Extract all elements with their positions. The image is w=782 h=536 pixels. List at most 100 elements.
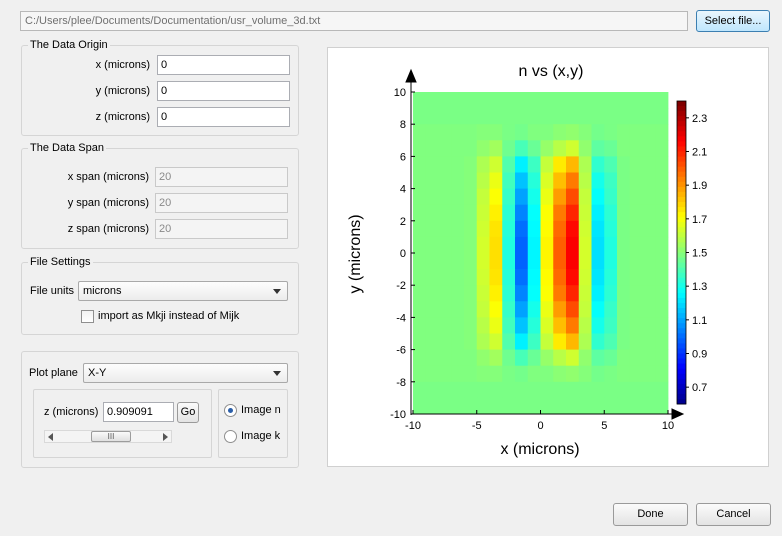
heatmap-cell: [655, 285, 669, 302]
heatmap-cell: [502, 301, 516, 318]
origin-z-input[interactable]: 0: [157, 107, 290, 127]
heatmap-cell: [617, 220, 631, 238]
heatmap-cell: [591, 333, 605, 350]
heatmap-cell: [591, 365, 605, 383]
heatmap-cell: [464, 236, 478, 254]
heatmap-cell: [489, 92, 503, 109]
colorbar-segment: [677, 106, 686, 112]
colorbar-segment: [677, 146, 686, 152]
heatmap-cell: [489, 220, 503, 238]
heatmap-cell: [464, 317, 478, 334]
import-mkji-label[interactable]: import as Mkji instead of Mijk: [98, 310, 240, 322]
heatmap-cell: [451, 188, 465, 206]
image-k-radio[interactable]: [224, 430, 237, 443]
heatmap-cell: [413, 381, 427, 399]
image-k-label[interactable]: Image k: [241, 430, 281, 442]
heatmap-cell: [451, 285, 465, 302]
y-tick-label: 4: [400, 184, 406, 196]
heatmap-cell: [527, 317, 541, 334]
heatmap-cell: [604, 188, 618, 206]
file-units-select[interactable]: microns: [78, 281, 288, 301]
colorbar-segment: [677, 308, 686, 314]
heatmap-cell: [489, 301, 503, 318]
span-x-input: 20: [155, 167, 288, 187]
heatmap-cell: [540, 188, 554, 206]
data-span-title: The Data Span: [28, 142, 106, 155]
heatmap-cell: [553, 285, 567, 302]
file-units-value: microns: [83, 285, 122, 297]
heatmap-cell: [617, 92, 631, 109]
heatmap-cell: [591, 92, 605, 109]
heatmap-cell: [451, 220, 465, 238]
heatmap-cell: [476, 365, 490, 383]
heatmap-cell: [553, 220, 567, 238]
heatmap-cell: [566, 301, 580, 318]
triangle-right-icon[interactable]: [163, 433, 168, 441]
heatmap-cell: [629, 220, 643, 238]
colorbar-segment: [677, 166, 686, 173]
heatmap-cell: [642, 365, 656, 383]
colorbar-segment: [677, 303, 686, 309]
heatmap-cell: [515, 285, 529, 302]
heatmap-cell: [438, 156, 452, 173]
heatmap-cell: [515, 397, 529, 415]
heatmap-cell: [617, 349, 631, 367]
heatmap-cell: [566, 317, 580, 334]
heatmap-cell: [578, 397, 592, 415]
heatmap-cell: [438, 204, 452, 222]
heatmap-cell: [629, 236, 643, 254]
select-file-button[interactable]: Select file...: [696, 10, 770, 32]
heatmap-cell: [604, 92, 618, 109]
heatmap-cell: [527, 333, 541, 350]
heatmap-cell: [655, 204, 669, 222]
colorbar-segment: [677, 363, 686, 370]
data-origin-title: The Data Origin: [28, 39, 110, 52]
heatmap-cell: [540, 269, 554, 286]
heatmap-cell: [489, 172, 503, 189]
colorbar-segment: [677, 156, 686, 163]
slice-z-input[interactable]: 0.909091: [103, 402, 174, 422]
origin-x-input[interactable]: 0: [157, 55, 290, 75]
go-button[interactable]: Go: [177, 402, 199, 423]
heatmap-cell: [553, 349, 567, 367]
slice-scrollbar[interactable]: III: [44, 430, 172, 443]
heatmap-cell: [515, 269, 529, 286]
heatmap-cell: [489, 140, 503, 157]
heatmap-cell: [464, 92, 478, 109]
triangle-left-icon[interactable]: [48, 433, 53, 441]
heatmap-cell: [476, 349, 490, 367]
colorbar-segment: [677, 267, 686, 274]
colorbar-segment: [677, 257, 686, 264]
x-tick-label: 0: [537, 420, 543, 432]
heatmap-cell: [604, 156, 618, 173]
heatmap-cell: [553, 140, 567, 157]
image-n-radio[interactable]: [224, 404, 237, 417]
x-tick-label: 10: [662, 420, 674, 432]
heatmap-cell: [476, 236, 490, 254]
image-n-label[interactable]: Image n: [241, 404, 281, 416]
heatmap-cell: [604, 301, 618, 318]
plot-plane-select[interactable]: X-Y: [83, 363, 288, 383]
heatmap-cell: [413, 140, 427, 157]
heatmap-cell: [489, 188, 503, 206]
y-tick-label: 2: [400, 216, 406, 228]
heatmap-cell: [476, 172, 490, 189]
scroll-thumb[interactable]: III: [91, 431, 131, 442]
heatmap-cell: [578, 365, 592, 383]
cancel-button[interactable]: Cancel: [696, 503, 771, 526]
heatmap-cell: [527, 349, 541, 367]
heatmap-cell: [476, 140, 490, 157]
heatmap-cell: [515, 220, 529, 238]
heatmap-cell: [553, 172, 567, 189]
import-mkji-checkbox[interactable]: [81, 310, 94, 323]
heatmap-cell: [566, 92, 580, 109]
origin-y-input[interactable]: 0: [157, 81, 290, 101]
heatmap-cell: [604, 140, 618, 157]
z-slice-panel: [33, 389, 212, 458]
heatmap-cell: [655, 124, 669, 141]
done-button[interactable]: Done: [613, 503, 688, 526]
heatmap-cell: [629, 269, 643, 286]
file-path-field[interactable]: C:/Users/plee/Documents/Documentation/us…: [20, 11, 688, 31]
heatmap-cell: [451, 172, 465, 189]
heatmap-cell: [604, 269, 618, 286]
